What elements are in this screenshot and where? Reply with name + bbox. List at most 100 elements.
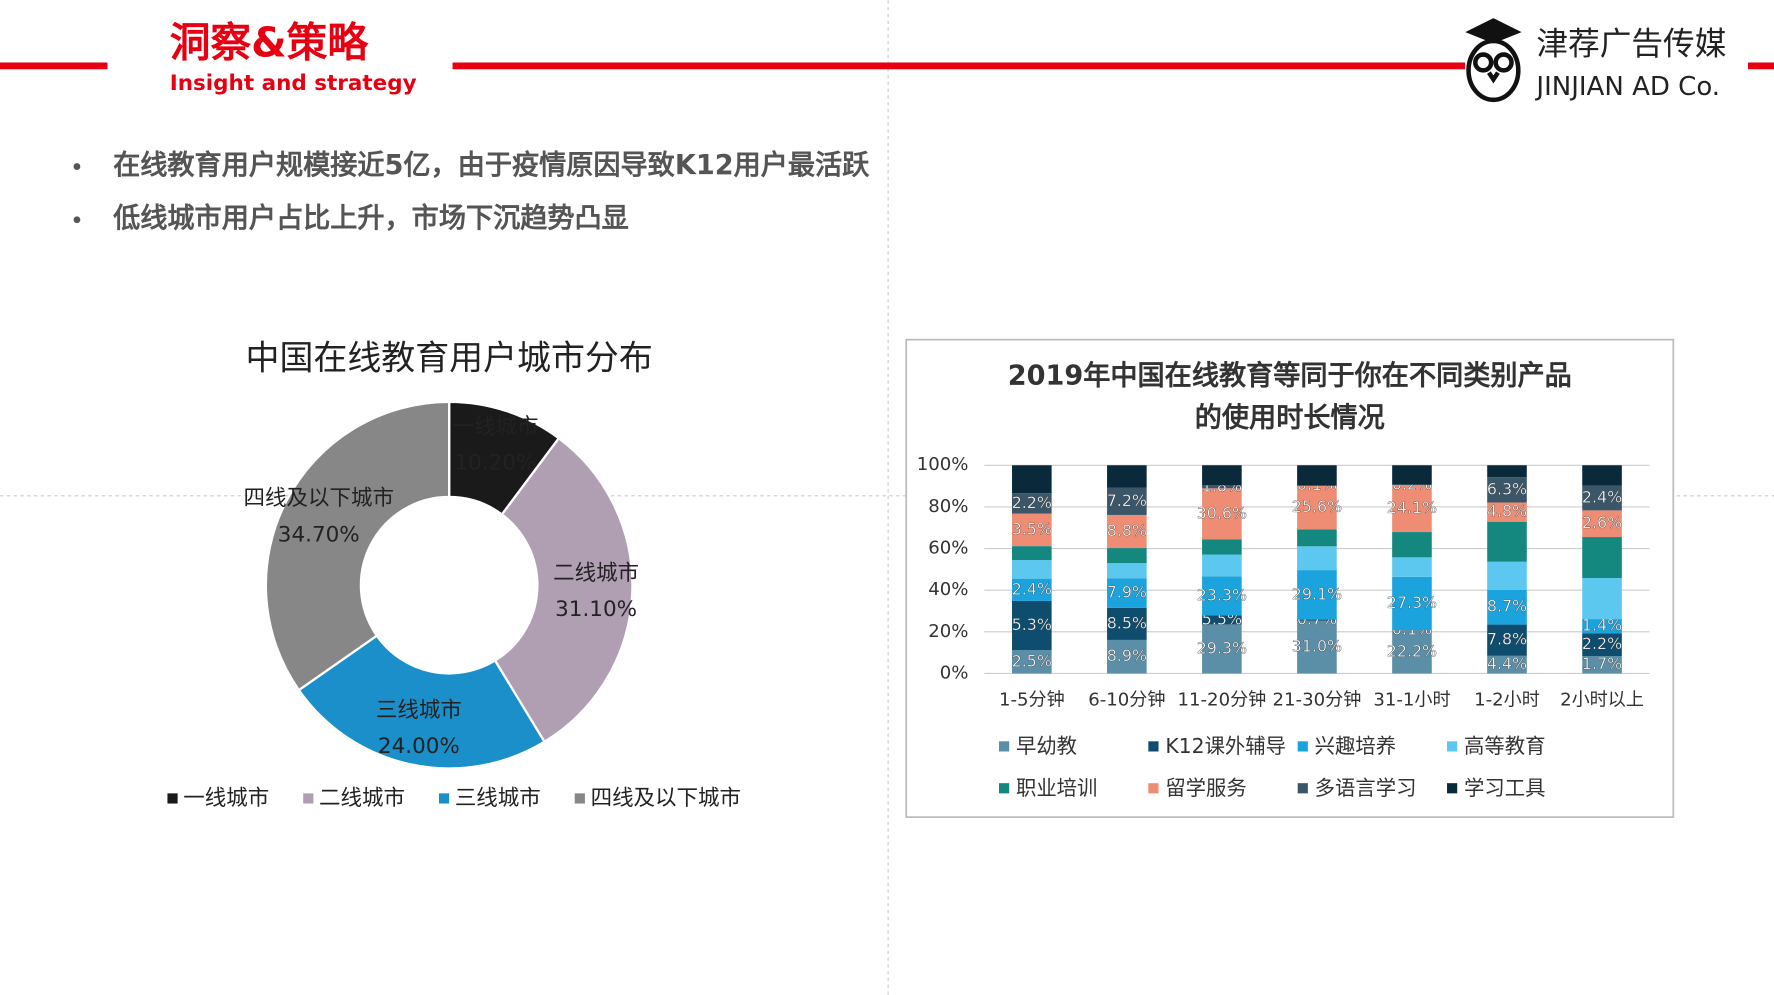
header-rule (1747, 62, 1774, 70)
x-tick-label: 11-20分钟 (1178, 690, 1267, 711)
legend-swatch (999, 741, 1010, 752)
slice-label: 四线及以下城市 (244, 486, 394, 511)
bar-label: 2.2% (1012, 493, 1052, 512)
slice-value: 34.70% (278, 522, 360, 547)
chart-title: 中国在线教育用户城市分布 (246, 339, 653, 379)
bar-label: 4.4% (1487, 654, 1527, 673)
legend-swatch (167, 793, 178, 804)
bar-segment (1582, 619, 1622, 634)
bar-segment (1582, 655, 1622, 674)
donut-slice (264, 400, 451, 692)
bar-segment (1012, 493, 1052, 514)
bar-segment (1012, 600, 1052, 651)
legend-swatch (1447, 741, 1458, 752)
legend-swatch (1148, 783, 1159, 794)
bar-label: 1.7% (1582, 654, 1622, 673)
bar-label: 2.4% (1012, 579, 1052, 598)
legend-swatch (1297, 783, 1308, 794)
legend-label: 留学服务 (1165, 776, 1246, 800)
bar-segment (1392, 630, 1432, 674)
bar-label: 2.5% (1012, 651, 1052, 670)
bar-segment (1582, 510, 1622, 538)
bar-label: 29.3% (1197, 638, 1247, 657)
legend-label: 兴趣培养 (1315, 734, 1396, 758)
bar-segment (1107, 465, 1147, 488)
legend-swatch (1447, 783, 1458, 794)
bar-segment (1012, 546, 1052, 561)
bar-segment (1487, 624, 1527, 656)
bar-label: 29.1% (1292, 584, 1342, 603)
donut-slice (493, 436, 634, 744)
bar-segment (1392, 465, 1432, 485)
bar-segment (1297, 529, 1337, 547)
slice-value: 31.10% (555, 597, 637, 622)
bar-segment (1582, 578, 1622, 620)
y-tick-label: 100% (917, 454, 969, 475)
bar-label: 4.8% (1487, 502, 1527, 521)
bar-label: 1.4% (1582, 616, 1622, 635)
logo-en: JINJIAN AD Co. (1534, 72, 1720, 102)
legend-label: 早幼教 (1016, 734, 1077, 758)
legend-swatch (1297, 741, 1308, 752)
legend-swatch (1148, 741, 1159, 752)
bar-label: 7.9% (1107, 583, 1147, 602)
x-tick-label: 1-5分钟 (999, 690, 1065, 711)
slice-label: 一线城市 (453, 414, 539, 439)
bar-segment (1107, 563, 1147, 579)
bar-segment (1202, 465, 1242, 486)
bar-segment (1487, 465, 1527, 478)
legend-swatch (303, 793, 314, 804)
bar-label: 2.6% (1582, 513, 1622, 532)
donut-slice (297, 634, 546, 770)
y-tick-label: 60% (928, 538, 968, 559)
bar-label: 8.8% (1107, 521, 1147, 540)
slice-label: 二线城市 (553, 561, 639, 586)
logo-name: 津荐广告传媒 (1536, 27, 1726, 63)
bar-segment (1582, 537, 1622, 579)
header-title: 洞察&策略 (170, 19, 370, 67)
bar-segment (1107, 548, 1147, 564)
slice-value: 24.00% (378, 734, 460, 759)
legend-label: 二线城市 (319, 786, 405, 811)
bullet: 在线教育用户规模接近5亿，由于疫情原因导致K12用户最活跃 (113, 149, 870, 181)
header-subtitle: Insight and strategy (170, 71, 417, 96)
bar-label: 30.6% (1197, 503, 1247, 522)
slice-value: 10.20% (455, 451, 537, 476)
bar-label: 7.8% (1487, 630, 1527, 649)
x-tick-label: 21-30分钟 (1273, 690, 1362, 711)
legend-label: 多语言学习 (1315, 776, 1417, 800)
bar-segment (1012, 465, 1052, 494)
x-tick-label: 1-2小时 (1474, 690, 1540, 711)
bar-label: 8.7% (1487, 597, 1527, 616)
y-tick-label: 20% (928, 621, 968, 642)
bar-label: 7.2% (1107, 491, 1147, 510)
bar-label: 8.9% (1107, 646, 1147, 665)
bullet: 低线城市用户占比上升，市场下沉趋势凸显 (112, 202, 629, 234)
legend-label: 高等教育 (1464, 734, 1545, 758)
bar-label: 6.3% (1487, 479, 1527, 498)
chart-title: 的使用时长情况 (1195, 401, 1385, 433)
bar-segment (1297, 570, 1337, 620)
bar-segment (1392, 485, 1432, 533)
bar-segment (1487, 502, 1527, 522)
logo-icon (1465, 18, 1522, 103)
bullet-dot (73, 163, 81, 170)
y-tick-label: 0% (940, 662, 969, 683)
bar-segment (1582, 485, 1622, 511)
bar-segment (1107, 514, 1147, 549)
bullet-dot (73, 216, 81, 224)
bar-label: 8.5% (1107, 613, 1147, 632)
header-rule (0, 62, 108, 70)
bar-segment (1202, 576, 1242, 616)
legend-label: 职业培训 (1016, 776, 1097, 800)
bar-segment (1297, 546, 1337, 571)
bar-label: 27.3% (1387, 593, 1437, 612)
chart-title: 2019年中国在线教育等同于你在不同类别产品 (1008, 360, 1572, 392)
legend-label: 学习工具 (1464, 776, 1545, 800)
bar-label: 22.2% (1387, 641, 1437, 660)
bar-segment (1107, 487, 1147, 515)
bar-segment (1202, 624, 1242, 674)
y-tick-label: 40% (928, 579, 968, 600)
bar-segment (1487, 561, 1527, 590)
